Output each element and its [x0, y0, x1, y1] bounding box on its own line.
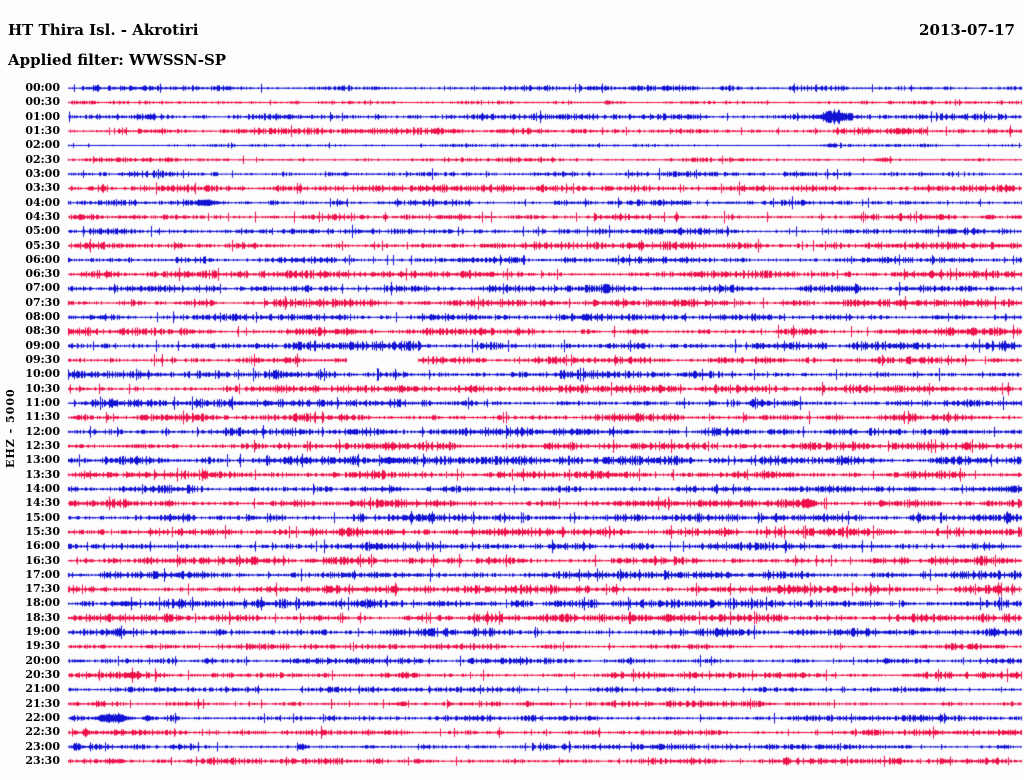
- helicorder-page: HT Thira Isl. - Akrotiri 2013-07-17 Appl…: [0, 0, 1024, 780]
- seismogram-traces-canvas: [0, 0, 1024, 780]
